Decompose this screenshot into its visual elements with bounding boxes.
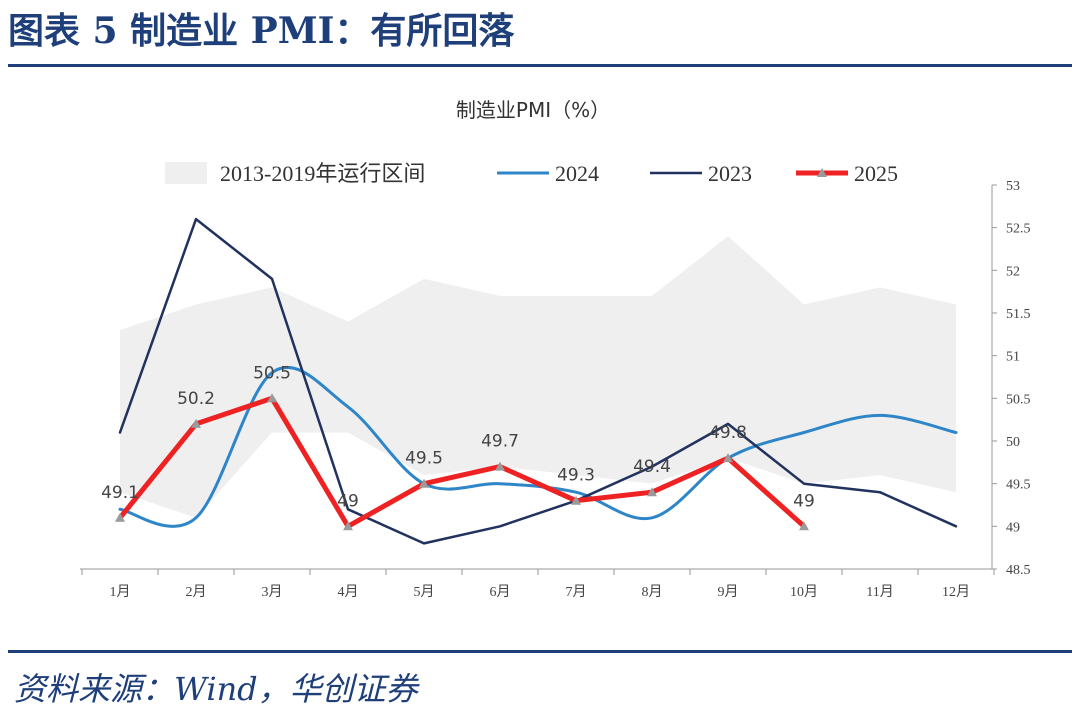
series-layer <box>115 217 958 545</box>
band-layer <box>120 236 956 518</box>
data-marker-2025 <box>115 512 125 522</box>
band-area <box>120 236 956 518</box>
data-label-2025: 49.8 <box>709 423 747 443</box>
data-label-2025: 50.5 <box>253 363 291 383</box>
data-label-2025: 50.2 <box>177 389 215 409</box>
x-tick-label: 2月 <box>186 584 207 600</box>
legend-swatch-band <box>165 162 207 184</box>
data-label-2025: 49.3 <box>557 466 595 486</box>
y-tick-label: 51 <box>1006 350 1020 365</box>
series-line-2024 <box>118 365 958 528</box>
legend-label-band: 2013-2019年运行区间 <box>220 161 425 186</box>
source-note: 资料来源：Wind，华创证券 <box>14 670 418 708</box>
data-marker-2025 <box>799 521 809 531</box>
y-tick-label: 50.5 <box>1006 392 1031 407</box>
data-marker-2025 <box>571 495 581 505</box>
data-marker-2025 <box>647 487 657 497</box>
y-tick-label: 50 <box>1006 435 1020 450</box>
data-marker-2025 <box>495 461 505 471</box>
x-tick-label: 3月 <box>262 584 283 600</box>
legend-marker-2025 <box>817 168 827 177</box>
data-marker-2025 <box>419 478 429 488</box>
x-tick-label: 12月 <box>942 584 970 600</box>
x-tick-label: 11月 <box>866 584 893 600</box>
y-tick-label: 48.5 <box>1006 563 1031 578</box>
data-marker-2025 <box>723 453 733 463</box>
y-tick-label: 51.5 <box>1006 307 1031 322</box>
data-marker-2025 <box>267 393 277 403</box>
x-tick-label: 7月 <box>566 584 587 600</box>
source-rule <box>8 650 1072 653</box>
data-label-2025: 49.5 <box>405 449 443 469</box>
y-tick-label: 52.5 <box>1006 222 1031 237</box>
legend-label-2023: 2023 <box>708 161 752 186</box>
y-tick-label: 49.5 <box>1006 478 1031 493</box>
data-marker-2025 <box>343 521 353 531</box>
x-tick-label: 1月 <box>110 584 131 600</box>
figure-title: 图表 5 制造业 PMI：有所回落 <box>8 10 515 52</box>
data-marker-2025 <box>191 418 201 428</box>
x-tick-label: 4月 <box>338 584 359 600</box>
data-label-2025: 49.4 <box>633 457 671 477</box>
x-tick-label: 8月 <box>642 584 663 600</box>
axis-layer: 1月 2月 3月 4月 5月 6月 7月 8月 9月 10月 11月 12月 48.5 49 49.5 50 5… <box>80 179 1031 600</box>
series-line-2023 <box>118 217 958 545</box>
x-tick-label: 6月 <box>490 584 511 600</box>
legend: 2013-2019年运行区间 2024 2023 2025 <box>165 161 898 186</box>
pmi-chart: 制造业PMI（%） 2013-2019年运行区间 2024 2023 2025 1月 2… <box>80 98 1031 600</box>
x-tick-label: 9月 <box>718 584 739 600</box>
data-label-2025: 49.7 <box>481 432 519 452</box>
y-tick-label: 53 <box>1006 179 1020 194</box>
y-tick-label: 52 <box>1006 264 1020 279</box>
chart-title: 制造业PMI（%） <box>456 98 610 122</box>
series-line-2025 <box>117 395 807 529</box>
title-rule <box>8 64 1072 67</box>
data-label-2025: 49 <box>793 491 815 511</box>
x-tick-label: 5月 <box>414 584 435 600</box>
legend-label-2025: 2025 <box>854 161 898 186</box>
legend-label-2024: 2024 <box>555 161 599 186</box>
x-tick-label: 10月 <box>790 584 818 600</box>
data-label-2025: 49.1 <box>101 483 139 503</box>
y-tick-label: 49 <box>1006 520 1020 535</box>
label-layer: 49.1 50.2 50.5 49 49.5 49.7 49.3 49.4 49.8 49 <box>101 363 815 511</box>
data-label-2025: 49 <box>337 491 359 511</box>
